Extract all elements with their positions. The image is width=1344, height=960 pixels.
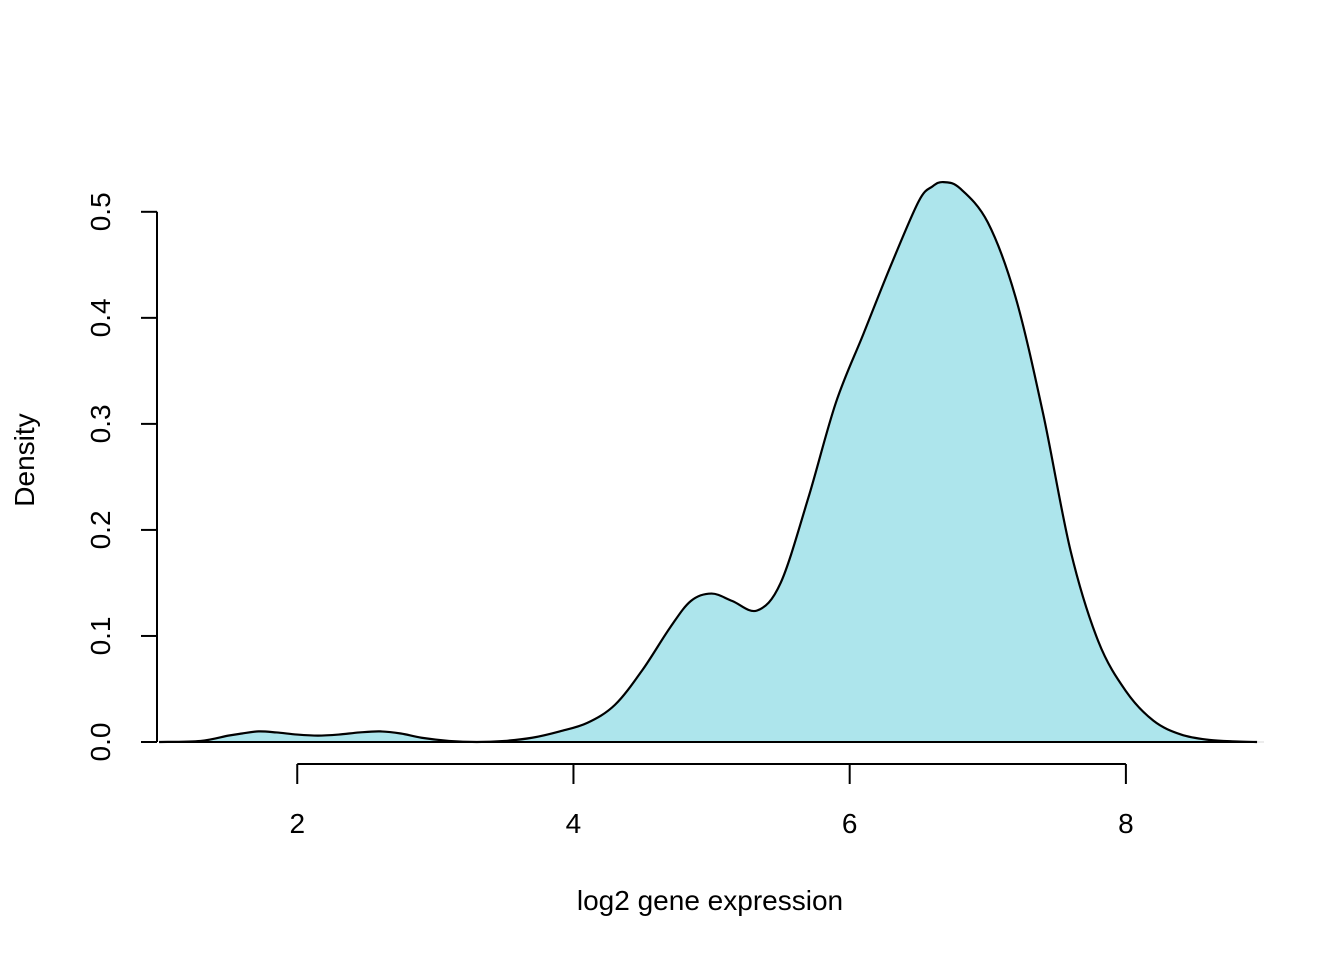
x-tick-label: 8	[1118, 808, 1134, 839]
y-tick-label: 0.2	[85, 510, 116, 549]
y-tick-label: 0.5	[85, 192, 116, 231]
plot-area	[159, 182, 1264, 742]
y-tick-label: 0.4	[85, 298, 116, 337]
density-area	[159, 182, 1257, 742]
x-axis-title: log2 gene expression	[577, 885, 843, 916]
y-tick-label: 0.3	[85, 404, 116, 443]
x-tick-label: 6	[842, 808, 858, 839]
y-tick-label: 0.0	[85, 723, 116, 762]
y-axis: 0.0 0.1 0.2 0.3 0.4 0.5	[85, 192, 157, 761]
x-tick-label: 2	[289, 808, 305, 839]
x-axis: 2 4 6 8	[289, 764, 1133, 839]
x-tick-label: 4	[566, 808, 582, 839]
y-axis-title: Density	[9, 413, 40, 506]
y-tick-label: 0.1	[85, 616, 116, 655]
